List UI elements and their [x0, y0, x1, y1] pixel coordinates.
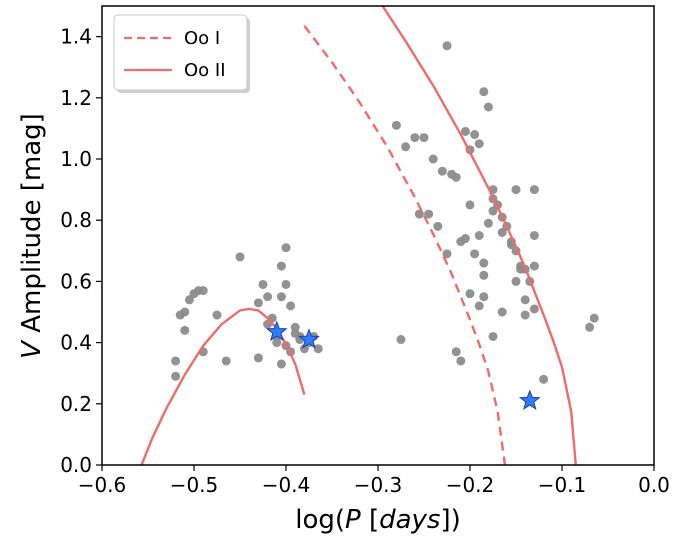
data-point [281, 279, 291, 289]
data-point [529, 231, 539, 240]
legend-label-oo-ii: Oo II [184, 60, 226, 81]
data-point [585, 322, 595, 332]
data-point [276, 292, 286, 302]
data-point [520, 310, 530, 320]
data-point [483, 218, 493, 228]
data-point [286, 301, 296, 311]
data-point [479, 292, 489, 302]
data-point [424, 209, 434, 219]
y-tick-label: 0.2 [60, 392, 92, 416]
data-point [276, 359, 286, 369]
data-point [516, 264, 526, 274]
x-tick-label: 0.0 [638, 473, 670, 497]
y-tick-label: 1.0 [60, 147, 92, 171]
data-point [198, 286, 208, 296]
data-point [529, 185, 539, 195]
data-point [479, 87, 489, 97]
x-tick-label: −0.1 [538, 473, 587, 497]
data-point [451, 347, 461, 357]
legend-label-oo-i: Oo I [184, 28, 220, 49]
x-tick-label: −0.2 [446, 473, 495, 497]
x-tick-label: −0.5 [170, 473, 219, 497]
curve-oo-i [303, 25, 507, 465]
data-point [401, 142, 411, 152]
data-point [474, 301, 484, 311]
data-point [419, 133, 429, 143]
x-axis-title: log(P [days]) [295, 505, 461, 535]
data-point [272, 338, 282, 348]
data-point [483, 102, 493, 112]
data-point [520, 295, 530, 305]
data-point [171, 371, 181, 381]
data-point [410, 133, 420, 143]
data-point [511, 185, 521, 195]
data-point [263, 292, 273, 302]
data-point [511, 276, 521, 286]
data-point [437, 166, 447, 176]
data-point [313, 344, 323, 354]
y-tick-label: 1.4 [60, 25, 92, 49]
data-point [253, 353, 263, 363]
data-point [253, 298, 263, 308]
data-point [442, 41, 452, 51]
data-point [171, 356, 181, 366]
plot-content [140, 6, 599, 465]
y-tick-label: 1.2 [60, 86, 92, 110]
data-point [184, 295, 194, 305]
data-point [451, 172, 461, 182]
data-point [299, 344, 309, 354]
data-point [460, 234, 470, 244]
data-point [497, 307, 507, 317]
data-point [470, 249, 480, 259]
data-point [433, 221, 443, 231]
legend-box [113, 14, 248, 91]
star-marker [518, 389, 541, 410]
data-point [428, 154, 438, 164]
data-point [414, 209, 424, 219]
y-tick-label: 0.6 [60, 269, 92, 293]
data-point [465, 289, 475, 299]
legend: Oo I Oo II [113, 14, 250, 93]
y-axis-title: V Amplitude [mag] [17, 113, 47, 359]
data-point [391, 120, 401, 130]
x-tick-label: −0.4 [262, 473, 311, 497]
data-point [221, 356, 231, 366]
data-point [276, 261, 286, 271]
data-point [488, 331, 498, 341]
star-marker [298, 328, 320, 349]
data-point [180, 325, 190, 335]
data-point [235, 252, 245, 262]
data-point [589, 313, 599, 323]
data-point [497, 227, 507, 237]
y-tick-label: 0.0 [60, 453, 92, 477]
data-point [539, 374, 549, 384]
data-point [396, 335, 406, 345]
y-axis: 0.0 0.2 0.4 0.6 0.8 1.0 1.2 1.4 [60, 25, 102, 477]
x-axis: −0.6 −0.5 −0.4 −0.3 −0.2 −0.1 0.0 [78, 465, 670, 497]
x-tick-label: −0.6 [78, 473, 127, 497]
curve-oo-ii [381, 6, 577, 465]
data-point [470, 130, 480, 140]
data-point [456, 356, 466, 366]
curve-oo-ii [140, 307, 306, 465]
data-point [529, 304, 539, 314]
y-tick-label: 0.4 [60, 331, 92, 355]
y-tick-label: 0.8 [60, 208, 92, 232]
data-point [474, 231, 484, 240]
data-point [479, 258, 489, 268]
data-point [474, 139, 484, 149]
data-point [258, 279, 268, 289]
data-point [529, 261, 539, 271]
data-point [465, 200, 475, 210]
data-point [180, 307, 190, 317]
data-point [460, 126, 470, 136]
data-point [479, 270, 489, 280]
data-point [281, 243, 291, 253]
data-point [488, 206, 498, 216]
x-tick-label: −0.3 [354, 473, 403, 497]
data-point [212, 310, 222, 320]
star-marker [265, 320, 288, 342]
